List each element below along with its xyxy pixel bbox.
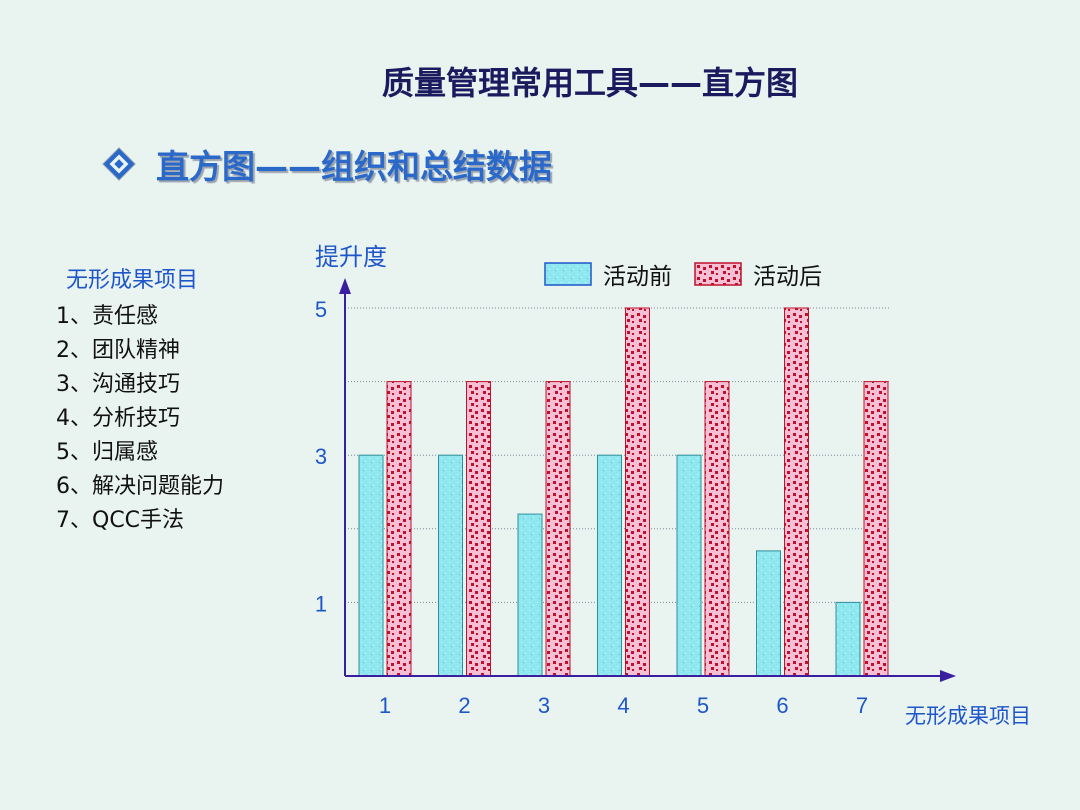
x-axis-label: 无形成果项目 — [905, 704, 1031, 728]
category-list: 1、责任感 2、团队精神 3、沟通技巧 4、分析技巧 5、归属感 6、解决问题能… — [56, 300, 224, 538]
y-tick-label: 3 — [315, 444, 327, 469]
category-item-1: 1、责任感 — [56, 304, 158, 329]
bar-after — [784, 307, 809, 677]
bar-after — [466, 381, 491, 677]
category-legend-heading: 无形成果项目 — [66, 268, 199, 293]
legend-label-before: 活动前 — [603, 264, 672, 290]
x-tick-label: 3 — [538, 693, 550, 718]
bar-after — [386, 381, 412, 677]
category-item-4: 4、分析技巧 — [56, 406, 180, 431]
bar-before — [676, 454, 702, 677]
legend-swatch-after — [694, 262, 742, 286]
bar-after — [863, 381, 889, 677]
x-tick-label: 1 — [379, 693, 391, 718]
bar-after — [545, 381, 571, 677]
category-item-6: 6、解决问题能力 — [56, 474, 224, 499]
x-tick-label: 4 — [617, 693, 629, 718]
category-item-3: 3、沟通技巧 — [56, 372, 180, 397]
y-tick-label: 5 — [315, 297, 327, 322]
category-item-2: 2、团队精神 — [56, 338, 180, 363]
bar-after — [625, 307, 650, 677]
bar-before — [597, 454, 622, 677]
y-axis-label: 提升度 — [315, 243, 387, 271]
bar-before — [756, 550, 781, 677]
category-legend-list: 无形成果项目 1、责任感 2、团队精神 3、沟通技巧 4、分析技巧 5、归属感 … — [56, 262, 224, 538]
x-tick-label: 6 — [776, 693, 788, 718]
x-tick-label: 2 — [458, 693, 470, 718]
y-axis-arrow — [339, 278, 351, 294]
subtitle-text: 直方图——组织和总结数据 — [156, 147, 552, 186]
bar-after — [704, 381, 730, 677]
bar-before — [517, 513, 543, 677]
x-tick-label: 7 — [856, 693, 868, 718]
bar-before — [358, 454, 384, 677]
slide-title: 质量管理常用工具——直方图 — [381, 64, 798, 102]
x-axis-arrow — [940, 670, 956, 682]
legend-swatch-before — [544, 262, 592, 286]
category-item-5: 5、归属感 — [56, 440, 158, 465]
x-tick-label: 5 — [697, 693, 709, 718]
subtitle: 直方图——组织和总结数据 — [100, 140, 552, 188]
category-item-7: 7、QCC手法 — [56, 508, 185, 533]
diamond-bullet-icon — [102, 147, 136, 181]
legend-label-after: 活动后 — [753, 264, 822, 290]
bar-before — [835, 601, 861, 677]
bar-before — [438, 454, 463, 677]
y-tick-label: 1 — [315, 591, 327, 616]
